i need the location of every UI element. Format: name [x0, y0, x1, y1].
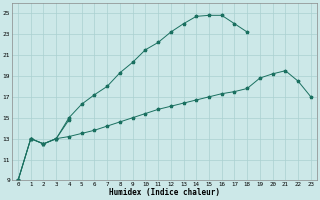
X-axis label: Humidex (Indice chaleur): Humidex (Indice chaleur)	[109, 188, 220, 197]
